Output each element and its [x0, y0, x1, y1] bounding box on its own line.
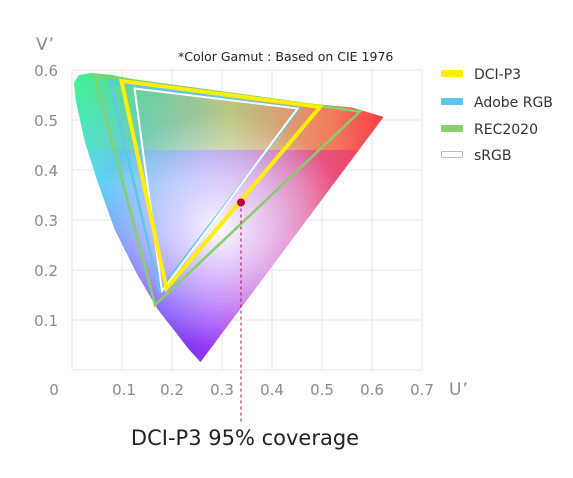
legend-swatch-rec2020	[441, 125, 463, 132]
legend-label: REC2020	[474, 122, 538, 138]
x-tick-label: 0.5	[310, 381, 334, 399]
y-tick-label: 0.2	[34, 262, 58, 280]
legend-item-rec2020: REC2020	[441, 122, 538, 138]
legend-swatch-dci-p3	[441, 70, 463, 77]
legend-item-dci-p3: DCI-P3	[441, 67, 521, 83]
y-axis-title: V’	[36, 35, 55, 55]
legend-item-srgb: sRGB	[441, 148, 511, 164]
y-tick-label: 0.3	[34, 212, 58, 230]
gamut-triangles	[92, 73, 363, 308]
gamut-srgb	[133, 87, 300, 294]
legend-item-adobe-rgb: Adobe RGB	[441, 95, 553, 111]
x-tick-label: 0	[49, 381, 59, 399]
x-axis-title: U’	[449, 380, 469, 400]
legend: DCI-P3 Adobe RGB REC2020 sRGB	[441, 67, 553, 164]
legend-label: DCI-P3	[474, 67, 521, 83]
x-tick-label: 0.1	[112, 381, 136, 399]
gamut-dci-p3	[118, 78, 324, 293]
x-tick-label: 0.7	[410, 381, 434, 399]
white-point-marker	[237, 198, 245, 207]
coverage-annotation: DCI-P3 95% coverage	[131, 198, 359, 450]
x-tick-label: 0.2	[160, 381, 184, 399]
legend-swatch-srgb	[441, 151, 463, 158]
coverage-label: DCI-P3 95% coverage	[131, 426, 359, 450]
x-tick-label: 0.4	[260, 381, 284, 399]
axes: 0 0.1 0.2 0.3 0.4 0.5 0.6 0.7 0.1 0.2 0.…	[34, 35, 469, 400]
x-tick-label: 0.3	[210, 381, 234, 399]
legend-label: Adobe RGB	[474, 95, 553, 111]
legend-label: sRGB	[474, 148, 511, 164]
y-tick-label: 0.4	[34, 162, 58, 180]
y-tick-label: 0.1	[34, 312, 58, 330]
gamut-note: *Color Gamut : Based on CIE 1976	[178, 49, 393, 64]
x-tick-label: 0.6	[360, 381, 384, 399]
legend-swatch-adobe-rgb	[441, 98, 463, 105]
y-tick-label: 0.6	[34, 62, 58, 80]
y-tick-label: 0.5	[34, 112, 58, 130]
